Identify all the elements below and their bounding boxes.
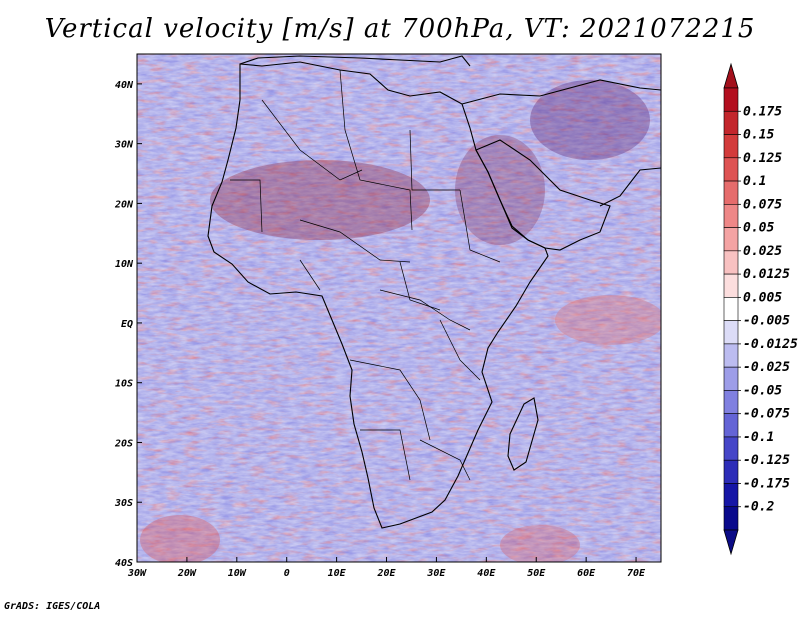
- lat-label: EQ: [121, 319, 133, 330]
- colorbar-swatch: [723, 483, 739, 508]
- colorbar-swatch: [723, 390, 739, 414]
- colorbar-label: 0.025: [743, 244, 782, 259]
- lon-label: 30W: [127, 568, 147, 579]
- colorbar-label: 0.0125: [743, 267, 790, 282]
- colorbar-label: -0.175: [743, 476, 790, 491]
- map-plot: 30W 20W 10W 0 10E 20E 30E 40E 50E 60E 70E 40N 30N 20N…: [114, 53, 798, 579]
- colorbar-swatch: [723, 273, 739, 298]
- colorbar-swatch: [723, 343, 739, 368]
- colorbar-swatch: [723, 134, 739, 159]
- colorbar-swatch: [723, 413, 739, 438]
- colorbar-label: -0.2: [743, 500, 774, 515]
- colorbar-swatch: [723, 459, 739, 484]
- lat-label: 30S: [114, 498, 133, 509]
- lon-label: 60E: [577, 568, 596, 579]
- colorbar-label: -0.125: [743, 453, 790, 468]
- plot-frame: [136, 53, 662, 563]
- colorbar-label: -0.1: [743, 430, 774, 445]
- colorbar-swatch: [723, 227, 739, 252]
- lon-label: 10W: [228, 568, 247, 579]
- colorbar-swatch: [723, 436, 739, 461]
- colorbar-label: -0.075: [743, 407, 790, 422]
- lat-label: 40N: [115, 80, 134, 91]
- colorbar-label: 0.175: [743, 104, 782, 119]
- lat-label: 10S: [115, 379, 133, 390]
- lon-label: 10E: [328, 568, 347, 579]
- colorbar-label: -0.05: [743, 383, 782, 398]
- colorbar-swatch: [723, 204, 739, 228]
- country-borders: [230, 69, 501, 481]
- colorbar-label: -0.005: [743, 314, 790, 329]
- colorbar-label: -0.025: [743, 360, 790, 375]
- vertical-velocity-field: [137, 54, 661, 562]
- lon-label: 20W: [177, 568, 197, 579]
- lat-label: 20S: [114, 438, 133, 449]
- colorbar-label: 0.1: [743, 174, 766, 189]
- colorbar-swatch: [723, 320, 739, 345]
- colorbar-bottom-arrow: [723, 529, 739, 556]
- colorbar-swatch: [723, 87, 739, 112]
- colorbar: 0.175 0.15 0.125 0.1 0.075 0.05 0.025 0.0125 0.0…: [723, 62, 798, 556]
- colorbar-label: 0.05: [743, 221, 774, 236]
- lon-label: 20E: [376, 568, 396, 579]
- colorbar-label: 0.005: [743, 290, 782, 305]
- colorbar-label: 0.075: [743, 197, 782, 212]
- lat-label: 20N: [114, 199, 134, 210]
- grads-credit: GrADS: IGES/COLA: [4, 601, 101, 612]
- lon-label: 70E: [627, 568, 646, 579]
- lon-label: 30E: [426, 568, 446, 579]
- lat-label: 10N: [115, 259, 134, 270]
- colorbar-label: -0.0125: [743, 337, 798, 352]
- colorbar-swatch: [723, 297, 739, 321]
- lon-label: 50E: [527, 568, 546, 579]
- colorbar-swatch: [723, 506, 739, 531]
- map-title: Vertical velocity [m/s] at 700hPa, VT: 2…: [44, 14, 756, 44]
- colorbar-swatch: [723, 110, 739, 135]
- colorbar-top-arrow: [723, 62, 739, 89]
- colorbar-label: 0.125: [743, 151, 782, 166]
- lon-label: 40E: [477, 568, 496, 579]
- coastlines: [207, 55, 661, 529]
- axes: 30W 20W 10W 0 10E 20E 30E 40E 50E 60E 70E 40N 30N 20N…: [114, 80, 646, 579]
- colorbar-swatch: [723, 157, 739, 182]
- colorbar-swatch: [723, 180, 739, 205]
- colorbar-swatch: [723, 366, 739, 391]
- lat-label: 30N: [114, 140, 134, 151]
- colorbar-label: 0.15: [743, 128, 774, 143]
- colorbar-swatch: [723, 250, 739, 275]
- lat-label: 40S: [115, 558, 133, 569]
- lon-label: 0: [284, 568, 290, 579]
